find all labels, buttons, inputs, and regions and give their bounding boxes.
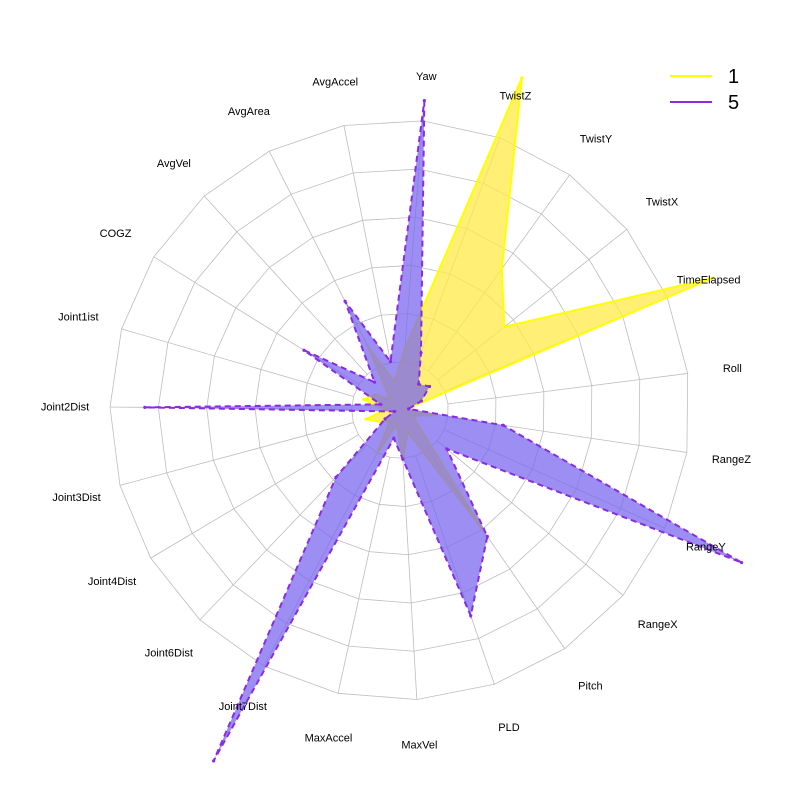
axis-label-20: AvgVel bbox=[157, 158, 191, 170]
axis-label-1: TwistZ bbox=[500, 91, 532, 103]
series-5-point-2 bbox=[417, 382, 421, 386]
axis-label-3: TwistX bbox=[646, 196, 679, 208]
series-5-point-0 bbox=[422, 99, 426, 103]
series-5-point-1 bbox=[419, 351, 423, 355]
axis-label-10: PLD bbox=[498, 722, 519, 734]
series-1-point-3 bbox=[502, 325, 506, 329]
series-5-point-21 bbox=[343, 299, 347, 303]
radar-series bbox=[143, 76, 744, 763]
axis-label-9: Pitch bbox=[578, 681, 602, 693]
series-5-point-11 bbox=[401, 457, 405, 461]
axis-label-21: AvgArea bbox=[228, 106, 271, 118]
series-5-point-4 bbox=[419, 399, 423, 403]
series-5-point-13 bbox=[212, 759, 216, 763]
axis-label-8: RangeX bbox=[638, 619, 678, 631]
series-1-point-2 bbox=[500, 267, 504, 271]
series-5-point-5 bbox=[407, 407, 411, 411]
legend: 15 bbox=[670, 66, 739, 114]
series-area-5 bbox=[144, 100, 743, 762]
grid-spoke-12 bbox=[337, 457, 391, 694]
grid-spoke-20 bbox=[203, 195, 368, 375]
axis-label-22: AvgAccel bbox=[312, 76, 358, 88]
series-5-point-17 bbox=[143, 405, 147, 409]
axis-label-0: Yaw bbox=[416, 71, 437, 83]
series-5-point-19 bbox=[302, 348, 306, 352]
grid-spoke-5 bbox=[447, 373, 688, 405]
series-1-point-18 bbox=[362, 397, 366, 402]
axis-label-15: Joint4Dist bbox=[88, 576, 136, 588]
legend-label-1: 1 bbox=[728, 66, 739, 88]
axis-label-19: COGZ bbox=[100, 228, 132, 240]
axis-label-4: TimeElapsed bbox=[677, 275, 741, 287]
axis-label-18: Joint1ist bbox=[58, 311, 98, 323]
series-5-point-16 bbox=[392, 409, 396, 414]
axis-label-6: RangeZ bbox=[712, 454, 751, 466]
series-5-point-10 bbox=[469, 614, 473, 618]
grid-spoke-16 bbox=[119, 422, 354, 486]
series-5-point-7 bbox=[739, 560, 744, 565]
axis-label-7: RangeY bbox=[686, 542, 726, 554]
series-5-point-15 bbox=[383, 417, 387, 421]
series-5-point-6 bbox=[501, 423, 505, 427]
series-5-point-14 bbox=[334, 475, 338, 479]
series-5-point-22 bbox=[388, 360, 393, 364]
axis-label-14: Joint6Dist bbox=[145, 647, 193, 659]
series-5-point-20 bbox=[372, 380, 377, 384]
axis-label-13: Joint7Dist bbox=[219, 701, 267, 713]
grid-spoke-22 bbox=[343, 125, 392, 363]
grid-spoke-15 bbox=[150, 434, 359, 559]
series-1-point-1 bbox=[520, 76, 524, 80]
legend-label-5: 5 bbox=[728, 92, 739, 114]
series-5-point-8 bbox=[445, 447, 449, 451]
series-1-point-4 bbox=[710, 276, 715, 280]
axis-label-12: MaxAccel bbox=[305, 732, 353, 744]
series-5-point-12 bbox=[392, 436, 396, 440]
series-5-point-9 bbox=[485, 534, 489, 539]
series-5-point-18 bbox=[378, 402, 383, 406]
axis-label-5: Roll bbox=[723, 363, 742, 375]
axis-labels: Yaw TwistZ TwistY TwistX TimeElapsed Roll Rang… bbox=[41, 71, 751, 751]
series-1-point-16 bbox=[364, 417, 368, 421]
series-5-point-3 bbox=[427, 384, 432, 389]
grid-ring-6 bbox=[109, 120, 689, 700]
axis-label-17: Joint2Dist bbox=[41, 402, 89, 414]
grid-spoke-8 bbox=[436, 440, 624, 596]
axis-label-2: TwistY bbox=[580, 133, 613, 145]
grid-spoke-11 bbox=[402, 458, 418, 700]
axis-label-16: Joint3Dist bbox=[52, 492, 100, 504]
grid-spoke-18 bbox=[121, 328, 354, 397]
axis-label-11: MaxVel bbox=[401, 739, 437, 751]
